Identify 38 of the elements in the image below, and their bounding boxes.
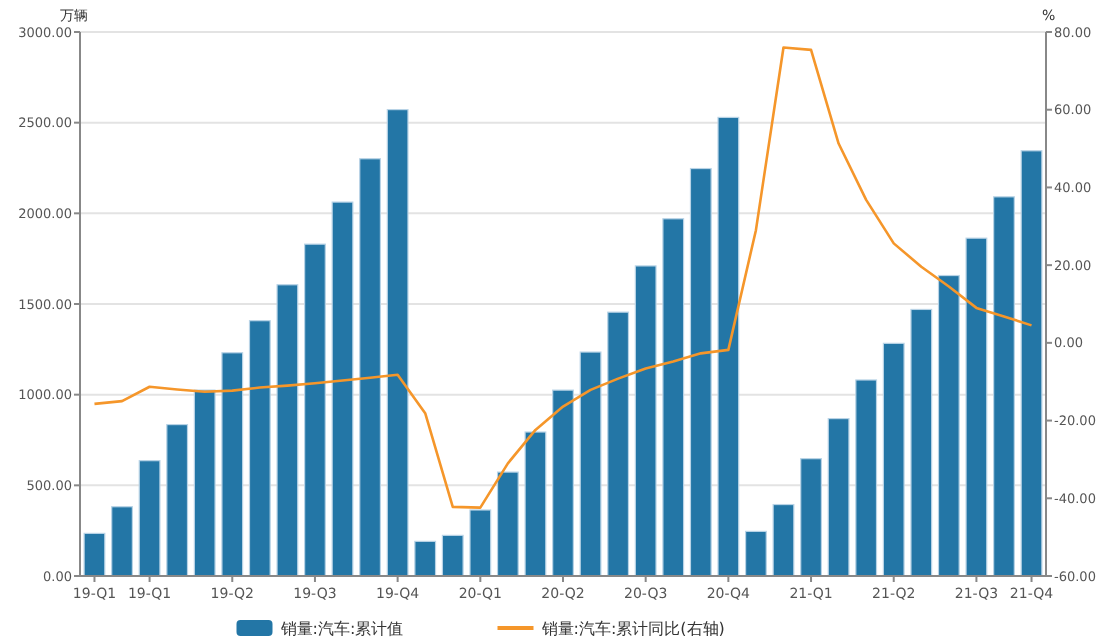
bar bbox=[138, 460, 161, 577]
bar bbox=[248, 320, 271, 577]
bar bbox=[607, 311, 630, 577]
bar bbox=[166, 423, 189, 577]
bar bbox=[193, 389, 216, 577]
bar bbox=[993, 196, 1015, 577]
bar bbox=[827, 418, 850, 577]
bar bbox=[772, 503, 795, 577]
bar bbox=[634, 265, 657, 577]
legend-label: 销量:汽车:累计同比(右轴) bbox=[539, 619, 725, 638]
bar bbox=[441, 534, 464, 577]
bar bbox=[469, 509, 492, 577]
bar bbox=[304, 243, 326, 577]
bar bbox=[910, 308, 933, 577]
bar bbox=[800, 458, 822, 577]
legend-label: 销量:汽车:累计值 bbox=[278, 619, 404, 638]
bar bbox=[496, 471, 519, 577]
bar bbox=[414, 540, 437, 577]
bar bbox=[386, 109, 409, 577]
bar bbox=[111, 506, 133, 577]
bar bbox=[855, 379, 878, 577]
bar bbox=[83, 532, 106, 577]
bar bbox=[1020, 150, 1043, 577]
bar bbox=[331, 201, 354, 577]
bar bbox=[689, 167, 712, 577]
bar bbox=[579, 351, 602, 577]
line-series bbox=[93, 46, 1033, 509]
bar bbox=[359, 158, 382, 577]
bar bbox=[524, 431, 547, 577]
bar bbox=[965, 237, 988, 577]
bar bbox=[221, 352, 244, 577]
bar bbox=[552, 389, 574, 577]
bar bbox=[662, 218, 685, 577]
bar bbox=[937, 274, 960, 577]
bar bbox=[882, 342, 905, 577]
bar bbox=[744, 530, 767, 577]
bar bbox=[276, 284, 299, 577]
bar bbox=[717, 116, 740, 577]
